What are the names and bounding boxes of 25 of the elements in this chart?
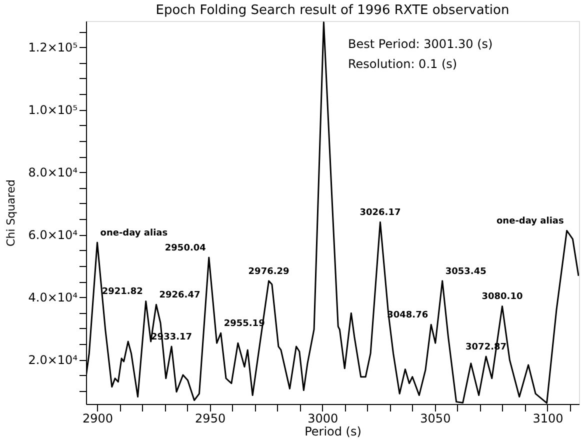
- y-tick-label: 6.0×10⁴: [28, 228, 78, 242]
- y-tick-label: 4.0×10⁴: [28, 290, 78, 305]
- y-tick-label: 2.0×10⁴: [28, 353, 78, 368]
- annotation: 3053.45: [445, 266, 486, 277]
- annotation: 3080.10: [482, 292, 523, 302]
- x-tick-label: 2900: [82, 412, 114, 426]
- annotation: 2921.82: [102, 287, 143, 298]
- x-tick-label: 3100: [532, 412, 564, 426]
- annotation: Best Period: 3001.30 (s): [348, 37, 493, 51]
- x-axis-title: Period (s): [304, 424, 362, 438]
- x-tick-label: 2950: [195, 412, 226, 426]
- annotation: 2926.47: [159, 290, 200, 301]
- annotation: 2976.29: [248, 266, 290, 277]
- chart-title: Epoch Folding Search result of 1996 RXTE observation: [156, 3, 510, 18]
- annotation: Resolution: 0.1 (s): [348, 57, 458, 71]
- annotation: 2950.04: [164, 243, 206, 254]
- annotation: one-day alias: [100, 228, 168, 238]
- y-tick-label: 8.0×10⁴: [28, 166, 78, 180]
- y-tick-label: 1.2×10⁵: [28, 40, 78, 55]
- annotation: one-day alias: [496, 216, 564, 227]
- x-tick-label: 3000: [308, 412, 338, 426]
- y-axis-title: Chi Squared: [4, 180, 18, 246]
- annotation: 3026.17: [360, 208, 401, 218]
- x-tick-label: 3050: [420, 412, 451, 426]
- y-tick-label: 1.0×10⁵: [28, 103, 78, 118]
